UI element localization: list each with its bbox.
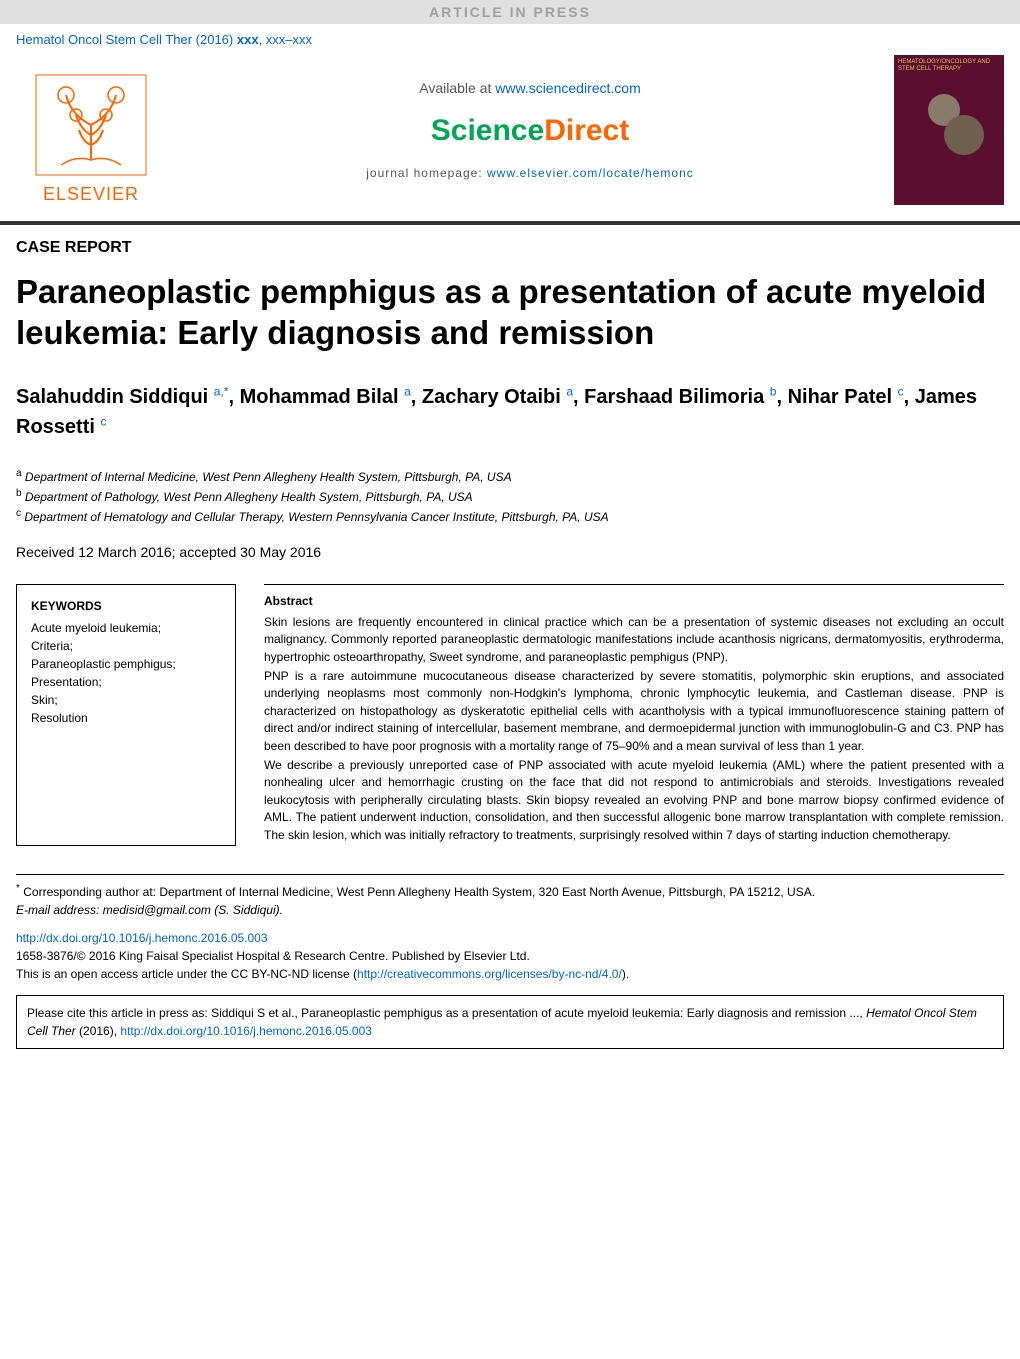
journal-ref-link[interactable]: Hematol Oncol Stem Cell Ther (2016) xxx,… bbox=[16, 32, 312, 47]
license-link[interactable]: http://creativecommons.org/licenses/by-n… bbox=[357, 967, 622, 981]
received-date: Received 12 March 2016; accepted 30 May … bbox=[0, 544, 1020, 584]
keyword-item: Resolution bbox=[31, 709, 221, 727]
journal-ref-prefix: Hematol Oncol Stem Cell Ther (2016) bbox=[16, 32, 237, 47]
elsevier-tree-icon bbox=[31, 70, 151, 180]
header-block: ELSEVIER Available at www.sciencedirect.… bbox=[0, 55, 1020, 225]
abstract-box: Abstract Skin lesions are frequently enc… bbox=[236, 584, 1004, 846]
license-suffix: ). bbox=[622, 967, 629, 981]
elsevier-logo: ELSEVIER bbox=[16, 55, 166, 205]
email-suffix: (S. Siddiqui). bbox=[211, 903, 283, 917]
journal-homepage-link[interactable]: www.elsevier.com/locate/hemonc bbox=[487, 166, 694, 180]
email-line: E-mail address: medisid@gmail.com (S. Si… bbox=[0, 901, 1020, 929]
corresponding-text: Corresponding author at: Department of I… bbox=[23, 885, 815, 899]
affiliation-a: a Department of Internal Medicine, West … bbox=[16, 466, 1004, 486]
sciencedirect-url[interactable]: www.sciencedirect.com bbox=[495, 80, 641, 96]
abstract-p3: We describe a previously unreported case… bbox=[264, 757, 1004, 844]
article-in-press-bar: ARTICLE IN PRESS bbox=[0, 0, 1020, 24]
abstract-p2: PNP is a rare autoimmune mucocutaneous d… bbox=[264, 668, 1004, 755]
journal-ref-vol: xxx bbox=[237, 32, 259, 47]
article-title: Paraneoplastic pemphigus as a presentati… bbox=[0, 261, 1020, 382]
affiliations: a Department of Internal Medicine, West … bbox=[0, 466, 1020, 544]
cite-box: Please cite this article in press as: Si… bbox=[16, 995, 1004, 1049]
keywords-box: KEYWORDS Acute myeloid leukemia; Criteri… bbox=[16, 584, 236, 846]
keywords-heading: KEYWORDS bbox=[31, 597, 221, 615]
email-link[interactable]: medisid@gmail.com bbox=[103, 903, 211, 917]
elsevier-text: ELSEVIER bbox=[43, 184, 139, 205]
header-center: Available at www.sciencedirect.com Scien… bbox=[178, 55, 882, 205]
footer-separator bbox=[16, 874, 1004, 875]
abstract-heading: Abstract bbox=[264, 593, 1004, 610]
journal-cover: HEMATOLOGY/ONCOLOGY AND STEM CELL THERAP… bbox=[894, 55, 1004, 205]
cite-doi-link[interactable]: http://dx.doi.org/10.1016/j.hemonc.2016.… bbox=[120, 1024, 372, 1038]
affiliation-b: b Department of Pathology, West Penn All… bbox=[16, 486, 1004, 506]
journal-homepage-label: journal homepage: bbox=[366, 166, 487, 180]
journal-reference: Hematol Oncol Stem Cell Ther (2016) xxx,… bbox=[0, 24, 1020, 55]
sciencedirect-direct: Direct bbox=[544, 114, 629, 147]
sciencedirect-science: Science bbox=[431, 114, 544, 147]
keyword-item: Presentation; bbox=[31, 673, 221, 691]
doi-link[interactable]: http://dx.doi.org/10.1016/j.hemonc.2016.… bbox=[16, 931, 268, 945]
keyword-item: Acute myeloid leukemia; bbox=[31, 619, 221, 637]
keyword-item: Skin; bbox=[31, 691, 221, 709]
journal-ref-pages: , xxx–xxx bbox=[259, 32, 312, 47]
available-at-label: Available at bbox=[419, 80, 495, 96]
case-report-label: CASE REPORT bbox=[0, 225, 1020, 261]
cover-title: HEMATOLOGY/ONCOLOGY AND STEM CELL THERAP… bbox=[898, 59, 1000, 72]
cite-year: (2016), bbox=[76, 1024, 121, 1038]
journal-homepage: journal homepage: www.elsevier.com/locat… bbox=[178, 166, 882, 180]
keyword-item: Criteria; bbox=[31, 637, 221, 655]
affiliation-c: c Department of Hematology and Cellular … bbox=[16, 506, 1004, 526]
authors: Salahuddin Siddiqui a,*, Mohammad Bilal … bbox=[0, 382, 1020, 466]
abstract-p1: Skin lesions are frequently encountered … bbox=[264, 614, 1004, 666]
cite-prefix: Please cite this article in press as: Si… bbox=[27, 1006, 866, 1020]
keyword-item: Paraneoplastic pemphigus; bbox=[31, 655, 221, 673]
copyright-text: 1658-3876/© 2016 King Faisal Specialist … bbox=[16, 949, 530, 963]
available-at: Available at www.sciencedirect.com bbox=[178, 80, 882, 96]
license-prefix: This is an open access article under the… bbox=[16, 967, 357, 981]
content-row: KEYWORDS Acute myeloid leukemia; Criteri… bbox=[0, 584, 1020, 862]
sciencedirect-logo: ScienceDirect bbox=[178, 114, 882, 148]
doi-block: http://dx.doi.org/10.1016/j.hemonc.2016.… bbox=[0, 929, 1020, 983]
corresponding-author: * Corresponding author at: Department of… bbox=[0, 881, 1020, 901]
cover-image-icon bbox=[919, 90, 989, 160]
abstract-rule bbox=[264, 584, 1004, 585]
email-label: E-mail address: bbox=[16, 903, 103, 917]
